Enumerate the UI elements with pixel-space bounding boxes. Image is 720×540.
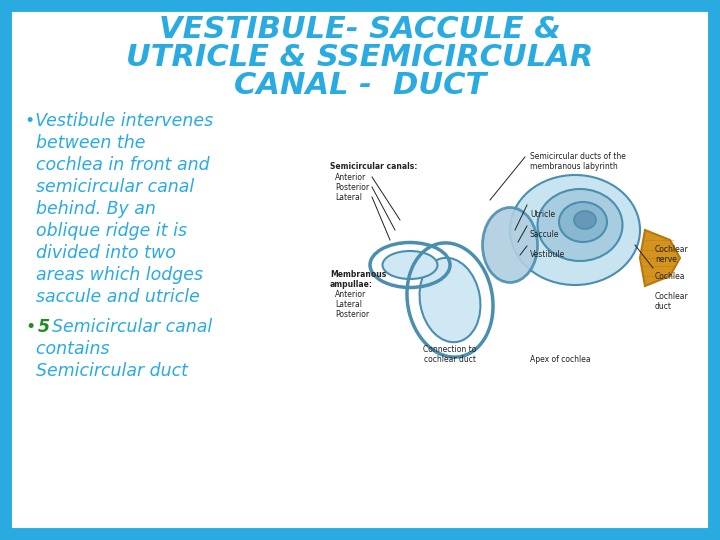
Ellipse shape — [574, 211, 596, 229]
Text: membranous labyrinth: membranous labyrinth — [530, 162, 618, 171]
Text: duct: duct — [655, 302, 672, 311]
FancyBboxPatch shape — [5, 5, 715, 535]
Text: Connection to: Connection to — [423, 345, 477, 354]
Text: contains: contains — [25, 340, 109, 358]
Text: behind. By an: behind. By an — [25, 200, 156, 218]
Text: Semicircular canals:: Semicircular canals: — [330, 162, 418, 171]
Text: Semicircular canal: Semicircular canal — [52, 318, 212, 336]
Text: oblique ridge it is: oblique ridge it is — [25, 222, 187, 240]
Text: ampullae:: ampullae: — [330, 280, 373, 289]
Ellipse shape — [538, 189, 623, 261]
Ellipse shape — [420, 258, 480, 342]
Text: Posterior: Posterior — [335, 183, 369, 192]
Text: Apex of cochlea: Apex of cochlea — [530, 355, 590, 364]
Text: divided into two: divided into two — [25, 244, 176, 262]
Text: areas which lodges: areas which lodges — [25, 266, 203, 284]
Ellipse shape — [382, 251, 438, 279]
Text: cochlear duct: cochlear duct — [424, 355, 476, 364]
Text: Cochlea: Cochlea — [655, 272, 685, 281]
Text: CANAL -  DUCT: CANAL - DUCT — [234, 71, 486, 100]
Text: saccule and utricle: saccule and utricle — [25, 288, 200, 306]
Ellipse shape — [510, 175, 640, 285]
Text: Anterior: Anterior — [335, 173, 366, 182]
Text: 5: 5 — [38, 318, 50, 336]
Text: nerve: nerve — [655, 255, 677, 264]
Text: Membranous: Membranous — [330, 270, 386, 279]
Text: cochlea in front and: cochlea in front and — [25, 156, 210, 174]
Text: VESTIBULE- SACCULE &: VESTIBULE- SACCULE & — [159, 16, 561, 44]
Text: Cochlear: Cochlear — [655, 292, 689, 301]
Text: Semicircular duct: Semicircular duct — [25, 362, 188, 380]
Text: Semicircular ducts of the: Semicircular ducts of the — [530, 152, 626, 161]
Text: •: • — [25, 318, 35, 336]
Ellipse shape — [482, 207, 538, 282]
Text: Vestibule: Vestibule — [530, 250, 565, 259]
Text: Lateral: Lateral — [335, 300, 362, 309]
Ellipse shape — [559, 202, 607, 242]
Text: Posterior: Posterior — [335, 310, 369, 319]
Text: semicircular canal: semicircular canal — [25, 178, 194, 196]
Text: Utricle: Utricle — [530, 210, 555, 219]
Text: Lateral: Lateral — [335, 193, 362, 202]
Text: between the: between the — [25, 134, 145, 152]
Text: •Vestibule intervenes: •Vestibule intervenes — [25, 112, 213, 130]
Polygon shape — [640, 230, 680, 286]
Text: Anterior: Anterior — [335, 290, 366, 299]
Text: Saccule: Saccule — [530, 230, 559, 239]
Text: UTRICLE & SSEMICIRCULAR: UTRICLE & SSEMICIRCULAR — [127, 44, 593, 72]
Text: Cochlear: Cochlear — [655, 245, 689, 254]
